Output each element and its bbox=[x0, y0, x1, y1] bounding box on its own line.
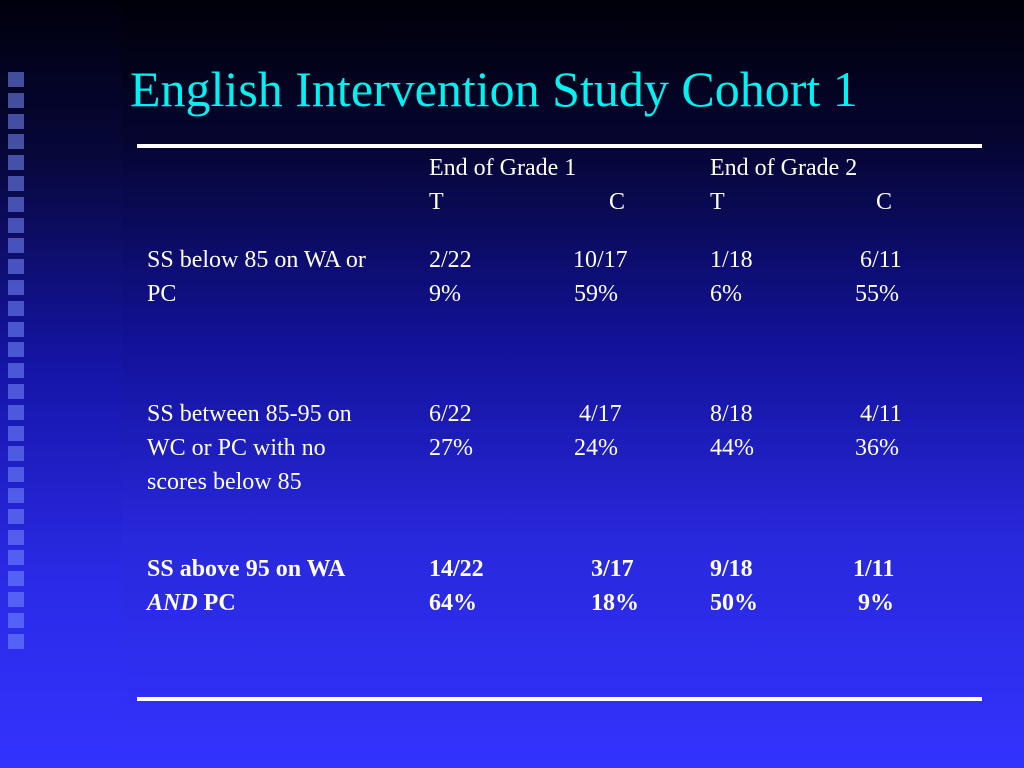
decorative-square bbox=[8, 508, 24, 524]
row-label-emphasis: AND bbox=[147, 590, 198, 616]
cell-percent: 36% bbox=[855, 435, 899, 461]
cell-ratio: 2/22 bbox=[429, 247, 472, 273]
decorative-square bbox=[8, 383, 24, 399]
decorative-square bbox=[8, 550, 24, 566]
grade1-c-header: C bbox=[609, 189, 626, 215]
decorative-square bbox=[8, 238, 24, 254]
bottom-divider bbox=[137, 697, 982, 701]
cell-percent: 27% bbox=[429, 435, 473, 461]
cell-percent: 44% bbox=[710, 435, 754, 461]
cell-ratio: 3/17 bbox=[591, 556, 634, 582]
row-label-rest: PC bbox=[197, 590, 236, 616]
decorative-square bbox=[8, 363, 24, 379]
cell-ratio: 4/17 bbox=[579, 401, 622, 427]
grade1-header: End of Grade 1 bbox=[429, 155, 577, 181]
cell-ratio: 9/18 bbox=[710, 556, 753, 582]
decorative-square bbox=[8, 467, 24, 483]
cell-ratio: 1/18 bbox=[710, 247, 753, 273]
decorative-square bbox=[8, 591, 24, 607]
cell-percent: 64% bbox=[429, 590, 477, 616]
cell-ratio: 4/11 bbox=[860, 401, 902, 427]
slide-title: English Intervention Study Cohort 1 bbox=[130, 61, 858, 117]
row-label: scores below 85 bbox=[147, 469, 302, 495]
decorative-square bbox=[8, 633, 24, 649]
left-decorative-band bbox=[0, 0, 122, 768]
row-label: SS below 85 on WA or bbox=[147, 247, 366, 273]
cell-percent: 9% bbox=[858, 590, 894, 616]
cell-ratio: 14/22 bbox=[429, 556, 484, 582]
cell-percent: 55% bbox=[855, 281, 899, 307]
row-label: SS above 95 on WA bbox=[147, 556, 346, 582]
decorative-square bbox=[8, 196, 24, 212]
decorative-square bbox=[8, 321, 24, 337]
grade2-t-header: T bbox=[710, 189, 725, 215]
cell-ratio: 6/22 bbox=[429, 401, 472, 427]
decorative-square bbox=[8, 529, 24, 545]
decorative-squares bbox=[8, 72, 28, 654]
cell-percent: 59% bbox=[574, 281, 618, 307]
top-divider bbox=[137, 144, 982, 148]
grade2-header: End of Grade 2 bbox=[710, 155, 858, 181]
decorative-square bbox=[8, 342, 24, 358]
grade1-t-header: T bbox=[429, 189, 444, 215]
decorative-square bbox=[8, 134, 24, 150]
decorative-square bbox=[8, 217, 24, 233]
decorative-square bbox=[8, 279, 24, 295]
decorative-square bbox=[8, 446, 24, 462]
decorative-square bbox=[8, 487, 24, 503]
cell-ratio: 1/11 bbox=[853, 556, 895, 582]
row-label: PC bbox=[147, 281, 177, 307]
decorative-square bbox=[8, 300, 24, 316]
cell-ratio: 6/11 bbox=[860, 247, 902, 273]
cell-ratio: 8/18 bbox=[710, 401, 753, 427]
cell-percent: 6% bbox=[710, 281, 742, 307]
decorative-square bbox=[8, 113, 24, 129]
decorative-square bbox=[8, 571, 24, 587]
decorative-square bbox=[8, 404, 24, 420]
decorative-square bbox=[8, 155, 24, 171]
row-label: SS between 85-95 on bbox=[147, 401, 352, 427]
decorative-square bbox=[8, 259, 24, 275]
cell-percent: 18% bbox=[591, 590, 639, 616]
cell-percent: 50% bbox=[710, 590, 758, 616]
decorative-square bbox=[8, 175, 24, 191]
decorative-square bbox=[8, 92, 24, 108]
decorative-square bbox=[8, 612, 24, 628]
cell-percent: 9% bbox=[429, 281, 461, 307]
cell-percent: 24% bbox=[574, 435, 618, 461]
row-label: AND PC bbox=[147, 586, 236, 620]
cell-ratio: 10/17 bbox=[573, 247, 628, 273]
decorative-square bbox=[8, 72, 24, 87]
decorative-square bbox=[8, 425, 24, 441]
row-label: WC or PC with no bbox=[147, 435, 326, 461]
grade2-c-header: C bbox=[876, 189, 893, 215]
